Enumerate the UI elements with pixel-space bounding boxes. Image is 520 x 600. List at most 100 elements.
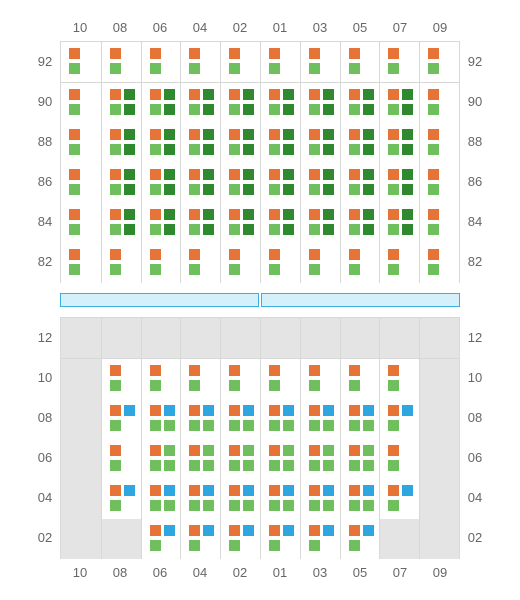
seat-cell[interactable] [340,243,380,283]
seat-cell[interactable] [220,519,260,559]
seat-cell[interactable] [340,479,380,519]
seat-cell[interactable] [101,203,141,243]
seat-cell[interactable] [340,163,380,203]
seat-cell[interactable] [260,479,300,519]
seat-cell[interactable] [419,163,459,203]
seat-cell[interactable] [300,519,340,559]
seat-cell[interactable] [101,439,141,479]
seat-cell[interactable] [141,479,181,519]
seat-cell[interactable] [340,439,380,479]
seat-cell[interactable] [340,399,380,439]
seat-cell[interactable] [379,243,419,283]
seat-cell[interactable] [379,42,419,82]
seat-cell[interactable] [180,243,220,283]
seat-cell[interactable] [300,163,340,203]
seat-cell[interactable] [260,163,300,203]
seat-cell[interactable] [260,243,300,283]
seat-cell[interactable] [260,203,300,243]
seat-cell[interactable] [379,479,419,519]
seat-cell[interactable] [180,359,220,399]
seat-cell[interactable] [180,519,220,559]
seat-cell[interactable] [300,479,340,519]
seat-cell[interactable] [141,83,181,123]
seat-cell[interactable] [101,163,141,203]
seat-cell[interactable] [180,42,220,82]
seat-cell[interactable] [101,83,141,123]
seat-cell[interactable] [300,123,340,163]
seat-cell[interactable] [141,439,181,479]
seat-cell[interactable] [101,399,141,439]
seat-cell[interactable] [300,243,340,283]
seat-cell[interactable] [220,83,260,123]
seat-cell[interactable] [340,359,380,399]
seat-cell[interactable] [340,203,380,243]
seat-cell[interactable] [101,243,141,283]
seat-cell[interactable] [180,83,220,123]
seat-cell[interactable] [260,123,300,163]
seat-cell[interactable] [141,42,181,82]
seat-cell[interactable] [180,203,220,243]
seat-cell[interactable] [61,163,101,203]
seat-cell[interactable] [141,519,181,559]
seat-cell[interactable] [220,439,260,479]
seat-cell[interactable] [260,519,300,559]
seat-cell[interactable] [61,83,101,123]
seat-cell[interactable] [141,163,181,203]
seat-cell[interactable] [419,42,459,82]
seat-cell[interactable] [141,359,181,399]
seat-cell[interactable] [61,42,101,82]
seat-cell[interactable] [101,42,141,82]
seat-cell[interactable] [141,243,181,283]
seat-cell[interactable] [419,243,459,283]
seat-cell[interactable] [141,123,181,163]
seat-cell[interactable] [300,399,340,439]
seat-cell[interactable] [220,479,260,519]
seat-cell[interactable] [379,439,419,479]
seat-cell[interactable] [220,243,260,283]
seat-cell[interactable] [260,83,300,123]
seat-cell[interactable] [260,359,300,399]
seat-cell[interactable] [101,123,141,163]
seat-cell[interactable] [300,42,340,82]
seat-cell[interactable] [379,359,419,399]
status-square [69,144,80,155]
seat-cell[interactable] [61,203,101,243]
seat-cell[interactable] [61,123,101,163]
seat-cell[interactable] [379,83,419,123]
seat-cell[interactable] [220,359,260,399]
seat-cell[interactable] [379,163,419,203]
seat-cell[interactable] [180,399,220,439]
seat-cell[interactable] [180,123,220,163]
seat-cell[interactable] [141,203,181,243]
seat-cell[interactable] [101,479,141,519]
seat-cell[interactable] [379,203,419,243]
seat-cell[interactable] [379,399,419,439]
seat-cell[interactable] [220,203,260,243]
seat-cell[interactable] [379,123,419,163]
seat-cell[interactable] [340,83,380,123]
seat-cell[interactable] [419,203,459,243]
status-square [269,144,280,155]
seat-cell[interactable] [220,42,260,82]
seat-cell[interactable] [419,123,459,163]
seat-cell[interactable] [300,203,340,243]
seat-cell[interactable] [180,439,220,479]
seat-cell[interactable] [260,42,300,82]
seat-cell[interactable] [419,83,459,123]
seat-cell[interactable] [141,399,181,439]
seat-cell[interactable] [180,163,220,203]
seat-cell[interactable] [300,83,340,123]
seat-cell[interactable] [260,439,300,479]
seat-cell[interactable] [180,479,220,519]
seat-cell[interactable] [101,359,141,399]
seat-cell[interactable] [220,123,260,163]
seat-cell[interactable] [220,163,260,203]
seat-cell[interactable] [220,399,260,439]
seat-cell[interactable] [260,399,300,439]
seat-cell[interactable] [340,519,380,559]
seat-cell[interactable] [340,123,380,163]
seat-cell[interactable] [340,42,380,82]
seat-cell[interactable] [300,439,340,479]
seat-cell[interactable] [300,359,340,399]
seat-cell[interactable] [61,243,101,283]
